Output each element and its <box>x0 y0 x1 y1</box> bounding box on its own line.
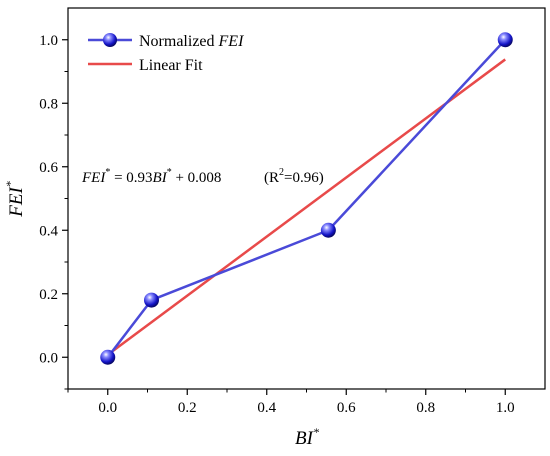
series-line-linear-fit <box>107 58 506 356</box>
r2-open: (R <box>264 170 279 186</box>
legend-label-linear-fit: Linear Fit <box>139 57 203 74</box>
x-tick-label-0: 0.0 <box>98 400 117 416</box>
legend-label-normalized-italic: FEI <box>218 33 245 50</box>
legend-marker-normalized <box>103 33 117 47</box>
eq-mid: = 0.93 <box>110 170 152 186</box>
y-axis-title-base: FEI <box>6 186 27 218</box>
y-tick-label-5: 1.0 <box>39 33 58 49</box>
data-point-2 <box>320 222 336 238</box>
x-tick-label-5: 1.0 <box>496 400 515 416</box>
x-axis-title-base: BI <box>295 428 315 449</box>
series-layer <box>100 32 513 365</box>
legend-label-normalized: Normalized FEI <box>139 33 244 50</box>
y-tick-label-2: 0.4 <box>39 223 58 239</box>
legend: Normalized FEI Linear Fit <box>88 33 244 74</box>
r-squared: (R2=0.96) <box>264 167 324 186</box>
r2-close: =0.96) <box>284 170 324 186</box>
x-tick-label-4: 0.8 <box>416 400 435 416</box>
eq-var-sup: * <box>167 167 172 178</box>
x-axis-title-sup: * <box>313 425 319 439</box>
series-line-normalized-fei <box>106 38 507 359</box>
y-axis-title: FEI* <box>3 181 27 218</box>
r2-sup: 2 <box>279 167 284 178</box>
data-point-0 <box>100 349 116 365</box>
eq-lhs: FEI <box>81 170 106 186</box>
eq-tail: + 0.008 <box>172 170 222 186</box>
x-tick-label-2: 0.4 <box>257 400 276 416</box>
y-axis-title-sup: * <box>3 181 17 187</box>
data-point-1 <box>143 292 159 308</box>
x-axis-title: BI* <box>295 425 319 449</box>
y-tick-label-0: 0.0 <box>39 350 58 366</box>
y-tick-label-4: 0.8 <box>39 96 58 112</box>
fit-equation: FEI* = 0.93BI* + 0.008 <box>81 167 221 186</box>
axes: 0.0 0.2 0.4 0.6 0.8 1.0 0.0 0.2 0.4 0.6 0.8 1.0 <box>39 33 514 416</box>
data-point-3 <box>497 32 513 48</box>
eq-var: BI <box>153 170 168 186</box>
x-tick-label-3: 0.6 <box>337 400 356 416</box>
x-tick-label-1: 0.2 <box>178 400 197 416</box>
legend-label-normalized-prefix: Normalized <box>139 33 219 50</box>
y-tick-label-1: 0.2 <box>39 287 58 303</box>
y-tick-label-3: 0.6 <box>39 160 58 176</box>
eq-lhs-sup: * <box>105 167 110 178</box>
